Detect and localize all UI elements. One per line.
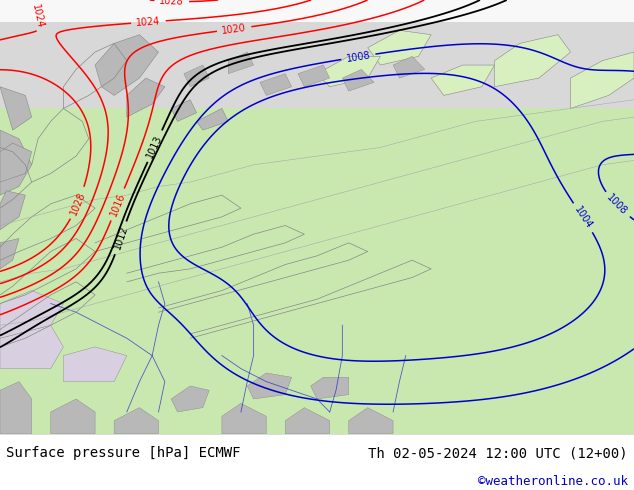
Polygon shape	[0, 291, 63, 338]
Polygon shape	[0, 143, 32, 182]
Polygon shape	[0, 382, 32, 434]
Text: 1024: 1024	[136, 16, 161, 28]
Text: 1020: 1020	[221, 23, 247, 36]
Polygon shape	[495, 35, 571, 87]
Text: 1008: 1008	[346, 50, 372, 64]
Polygon shape	[342, 70, 374, 91]
Polygon shape	[0, 130, 32, 195]
Polygon shape	[247, 373, 292, 399]
Polygon shape	[0, 87, 32, 130]
Text: 1028: 1028	[159, 0, 184, 7]
Text: 1004: 1004	[573, 205, 594, 231]
Text: Surface pressure [hPa] ECMWF: Surface pressure [hPa] ECMWF	[6, 446, 241, 461]
Text: 1012: 1012	[112, 224, 129, 251]
Polygon shape	[171, 386, 209, 412]
Polygon shape	[571, 52, 634, 108]
Text: 1028: 1028	[68, 190, 87, 216]
Polygon shape	[298, 65, 330, 87]
Polygon shape	[171, 100, 197, 122]
Polygon shape	[0, 325, 63, 368]
Polygon shape	[184, 65, 209, 87]
Bar	[0, 0, 634, 122]
Polygon shape	[349, 408, 393, 434]
Polygon shape	[95, 35, 158, 96]
Polygon shape	[127, 78, 165, 117]
Polygon shape	[0, 191, 25, 230]
Polygon shape	[317, 56, 380, 87]
Polygon shape	[368, 30, 431, 65]
Polygon shape	[285, 408, 330, 434]
Bar	[0, 108, 634, 434]
Polygon shape	[393, 56, 425, 78]
Bar	[0, 0, 634, 22]
Polygon shape	[431, 65, 495, 96]
Text: Th 02-05-2024 12:00 UTC (12+00): Th 02-05-2024 12:00 UTC (12+00)	[368, 446, 628, 461]
Text: 1008: 1008	[605, 193, 629, 218]
Text: 1016: 1016	[108, 191, 127, 218]
Text: ©weatheronline.co.uk: ©weatheronline.co.uk	[477, 475, 628, 488]
Polygon shape	[311, 377, 349, 399]
Text: 1024: 1024	[30, 3, 45, 29]
Polygon shape	[260, 74, 292, 96]
Polygon shape	[197, 108, 228, 130]
Polygon shape	[228, 52, 254, 74]
Polygon shape	[0, 239, 19, 269]
Polygon shape	[222, 403, 266, 434]
Polygon shape	[63, 347, 127, 382]
Polygon shape	[114, 408, 158, 434]
Text: 1013: 1013	[145, 133, 164, 159]
Polygon shape	[51, 399, 95, 434]
